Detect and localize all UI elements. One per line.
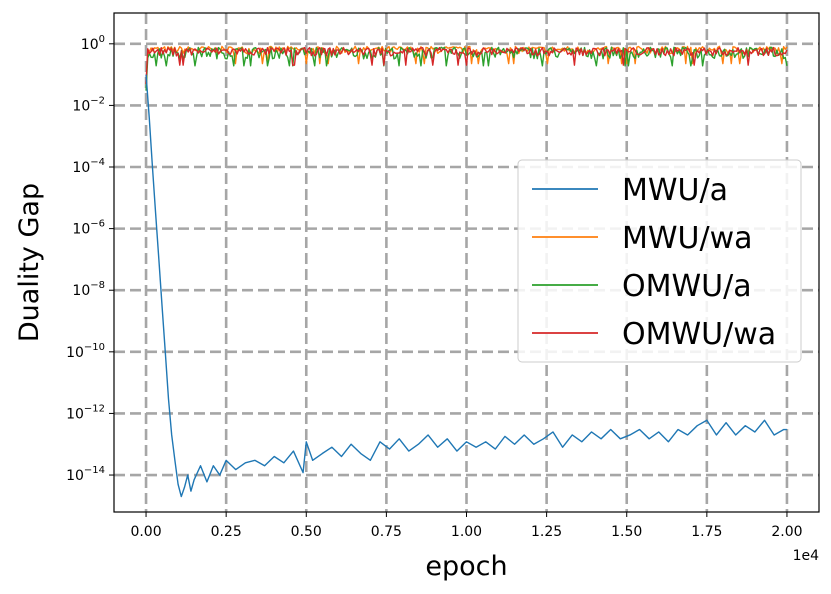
series-line-mwu-a — [145, 74, 787, 498]
grid — [114, 13, 819, 512]
legend: MWU/a MWU/wa OMWU/a OMWU/wa — [517, 159, 802, 363]
x-tick-label: 0.75 — [371, 524, 402, 540]
x-tick-label: 2.00 — [771, 524, 802, 540]
legend-box — [517, 159, 802, 363]
series-line-omwu-a — [145, 46, 788, 91]
y-axis-ticks: 100 10−2 10−4 10−6 10−8 10−10 10−12 10−14 — [66, 34, 114, 484]
y-axis-title: Duality Gap — [14, 183, 45, 342]
legend-label: MWU/wa — [622, 221, 753, 256]
y-tick-label: 10−8 — [72, 280, 105, 299]
x-tick-label: 1.75 — [691, 524, 722, 540]
x-tick-label: 0.00 — [130, 524, 161, 540]
x-axis-ticks: 0.00 0.25 0.50 0.75 1.00 1.25 1.50 1.75 2.00 — [130, 512, 803, 540]
series-line-omwu-wa — [145, 46, 788, 84]
y-tick-label: 10−10 — [66, 342, 105, 361]
y-tick-label: 100 — [81, 34, 105, 53]
y-tick-label: 10−14 — [66, 465, 105, 484]
legend-label: OMWU/a — [622, 269, 752, 304]
x-axis-offset-label: 1e4 — [793, 548, 820, 564]
x-tick-label: 0.50 — [291, 524, 322, 540]
y-tick-label: 10−2 — [72, 95, 105, 114]
y-tick-label: 10−12 — [66, 403, 105, 422]
x-tick-label: 1.25 — [531, 524, 562, 540]
x-tick-label: 0.25 — [211, 524, 242, 540]
y-tick-label: 10−4 — [72, 157, 105, 176]
x-axis-title: epoch — [425, 551, 507, 582]
x-tick-label: 1.00 — [451, 524, 482, 540]
series-layer — [145, 45, 788, 498]
legend-label: OMWU/wa — [622, 317, 776, 352]
legend-label: MWU/a — [622, 173, 728, 208]
y-tick-label: 10−6 — [72, 219, 105, 238]
x-tick-label: 1.50 — [611, 524, 642, 540]
